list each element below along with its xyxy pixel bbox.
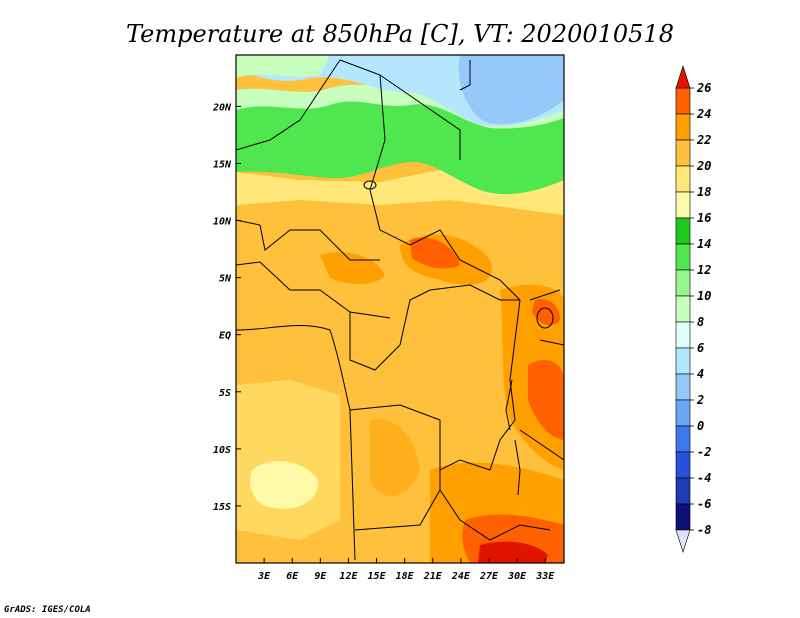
colorbar-swatch (675, 347, 691, 375)
field-car-hottest (410, 237, 460, 269)
x-axis: 3E 6E 9E 12E 15E 18E 21E 24E 27E 30E 33E (257, 558, 555, 582)
x-tick-label: 3E (257, 571, 271, 582)
colorbar-swatch (675, 243, 691, 271)
y-tick-label: 5S (219, 388, 231, 399)
colorbar-top-arrow (675, 65, 691, 89)
field-southwest-cool (250, 461, 319, 509)
colorbar-label: 2 (696, 393, 704, 407)
y-axis: 20N 15N 10N 5N EQ 5S 10S 15S (212, 102, 241, 513)
field-tanzania-hottest (528, 360, 564, 440)
field-southwest-yellow (236, 380, 340, 540)
colorbar-swatch (675, 451, 691, 479)
x-tick-label: 21E (423, 571, 443, 582)
colorbar-label: -6 (697, 497, 711, 511)
colorbar-swatch (675, 269, 691, 297)
colorbar-label: 18 (697, 185, 711, 199)
x-tick-label: 12E (339, 571, 358, 582)
colorbar-label: -8 (697, 523, 711, 537)
colorbar-swatch (675, 87, 691, 115)
colorbar-label: -2 (697, 445, 711, 459)
temperature-field (236, 55, 564, 563)
y-tick-label: 15S (213, 502, 231, 513)
colorbar-swatch (675, 295, 691, 323)
x-tick-label: 18E (396, 571, 415, 582)
colorbar-label: 16 (697, 211, 711, 225)
field-angola-warm (370, 419, 420, 497)
lake-outlines (363, 180, 554, 496)
colorbar-swatch (675, 165, 691, 193)
colorbar-swatch (675, 139, 691, 167)
y-tick-label: 5N (219, 274, 232, 285)
x-tick-label: 30E (507, 571, 527, 582)
colorbar-label: 0 (697, 419, 704, 433)
x-tick-label: 24E (451, 571, 471, 582)
colorbar-label: -4 (697, 471, 711, 485)
colorbar-label: 10 (697, 289, 711, 303)
y-tick-label: 20N (212, 102, 232, 113)
grads-credit: GrADS: IGES/COLA (4, 605, 91, 615)
colorbar-label: 8 (697, 315, 704, 329)
colorbar-swatch (675, 321, 691, 349)
colorbar-label: 4 (697, 367, 704, 381)
colorbar-label: 6 (697, 341, 704, 355)
x-tick-label: 33E (535, 571, 555, 582)
x-tick-label: 15E (368, 571, 387, 582)
colorbar-bottom-arrow (675, 529, 691, 553)
map-frame (235, 54, 565, 564)
colorbar-swatch (675, 425, 691, 453)
colorbar-swatch (675, 503, 691, 531)
colorbar-swatch (675, 477, 691, 505)
country-boundaries (236, 59, 564, 561)
field-northwest-green (236, 55, 330, 78)
map-plot-area (235, 54, 565, 564)
colorbar-swatch (675, 217, 691, 245)
y-tick-label: 10S (213, 445, 231, 456)
y-tick-label: 10N (213, 217, 232, 228)
field-peak-heat (478, 541, 548, 563)
colorbar-label: 24 (696, 107, 711, 121)
colorbar-swatch (675, 373, 691, 401)
y-tick-label: EQ (219, 331, 231, 342)
colorbar-swatch (675, 113, 691, 141)
x-tick-label: 6E (286, 571, 299, 582)
x-tick-label: 9E (314, 571, 327, 582)
colorbar-label: 22 (696, 133, 711, 147)
colorbar-swatch (675, 399, 691, 427)
colorbar-swatch (675, 191, 691, 219)
colorbar-label: 12 (697, 263, 711, 277)
colorbar-label: 20 (696, 159, 711, 173)
x-tick-label: 27E (479, 571, 499, 582)
colorbar-label: 14 (697, 237, 711, 251)
colorbar-label: 26 (696, 81, 711, 95)
y-tick-label: 15N (213, 159, 232, 170)
chart-title: Temperature at 850hPa [C], VT: 202001051… (126, 20, 674, 48)
field-northeast-cold (458, 55, 564, 125)
